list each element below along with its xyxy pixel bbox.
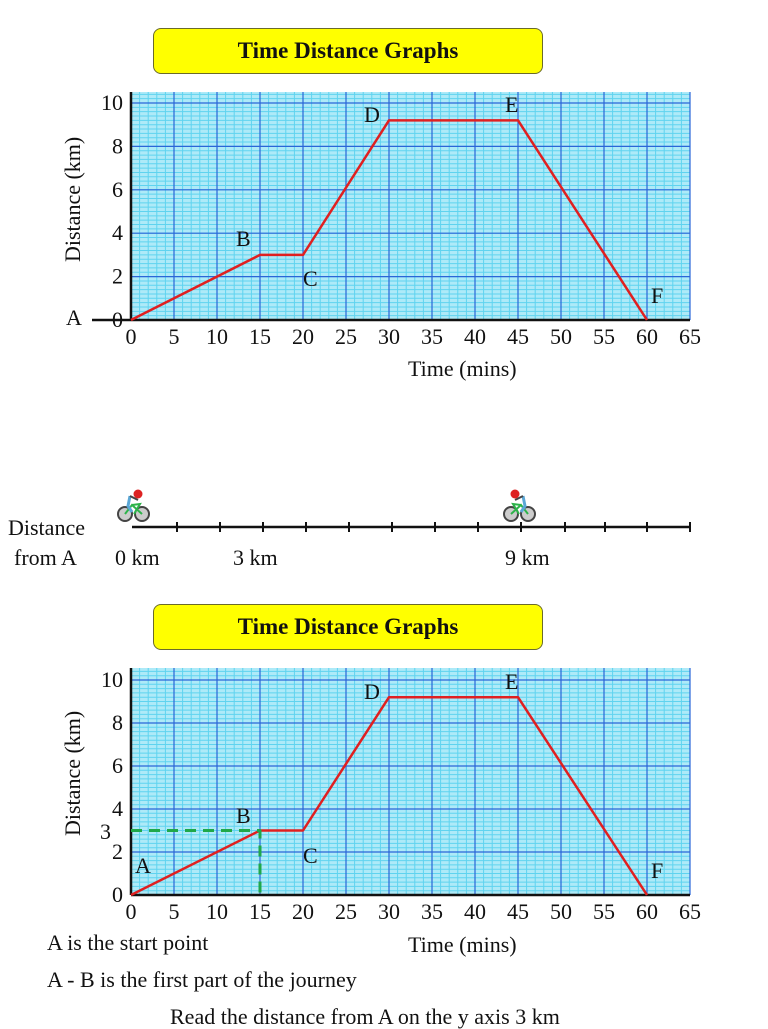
chart1-point-label-d: D [364, 102, 380, 127]
svg-text:0: 0 [112, 882, 123, 907]
chart1-x-axis-label: Time (mins) [408, 356, 517, 381]
number-line-label-line2: from A [14, 545, 77, 570]
svg-text:60: 60 [636, 324, 658, 349]
chart2-title: Time Distance Graphs [237, 614, 459, 639]
chart1: 0 5 10 15 20 25 30 35 40 45 50 55 60 65 0 2 4 6 8 10 Distan… [0, 0, 768, 400]
svg-text:6: 6 [112, 753, 123, 778]
svg-text:15: 15 [249, 324, 271, 349]
note-start-point: A is the start point [47, 930, 209, 955]
svg-text:4: 4 [112, 220, 123, 245]
chart1-point-label-e: E [505, 92, 519, 117]
svg-text:10: 10 [206, 899, 228, 924]
number-line-tick-9km: 9 km [505, 545, 550, 570]
svg-text:20: 20 [292, 324, 314, 349]
chart1-plot: 0 5 10 15 20 25 30 35 40 45 50 55 60 65 0 2 4 6 8 10 [92, 90, 701, 349]
svg-text:10: 10 [101, 90, 123, 115]
svg-text:8: 8 [112, 133, 123, 158]
svg-text:20: 20 [292, 899, 314, 924]
chart1-point-label-b: B [236, 226, 251, 251]
svg-text:15: 15 [249, 899, 271, 924]
svg-text:50: 50 [550, 899, 572, 924]
chart2-title-banner: Time Distance Graphs [153, 604, 543, 650]
svg-text:45: 45 [507, 324, 529, 349]
svg-text:0: 0 [112, 307, 123, 332]
svg-text:0: 0 [126, 899, 137, 924]
cyclist-icon [117, 489, 150, 522]
svg-text:10: 10 [101, 667, 123, 692]
chart1-point-label-f: F [651, 283, 664, 308]
svg-text:55: 55 [593, 899, 615, 924]
svg-text:25: 25 [335, 324, 357, 349]
chart1-point-label-c: C [303, 266, 318, 291]
chart1-y-axis-label: Distance (km) [60, 136, 85, 262]
svg-text:2: 2 [112, 839, 123, 864]
svg-text:40: 40 [464, 324, 486, 349]
svg-text:45: 45 [507, 899, 529, 924]
svg-text:8: 8 [112, 710, 123, 735]
svg-text:35: 35 [421, 899, 443, 924]
chart2-point-label-a: A [135, 853, 151, 878]
svg-text:35: 35 [421, 324, 443, 349]
svg-text:55: 55 [593, 324, 615, 349]
number-line-axis [117, 489, 691, 532]
cyclist-icon [503, 489, 536, 522]
note-read-distance: Read the distance from A on the y axis 3… [170, 1004, 560, 1029]
number-line-tick-3km: 3 km [233, 545, 278, 570]
chart1-title: Time Distance Graphs [237, 38, 459, 63]
chart2-point-label-c: C [303, 843, 318, 868]
chart2-point-label-e: E [505, 669, 519, 694]
svg-text:60: 60 [636, 899, 658, 924]
chart2-x-axis-label: Time (mins) [408, 932, 517, 957]
svg-text:10: 10 [206, 324, 228, 349]
svg-text:50: 50 [550, 324, 572, 349]
svg-text:30: 30 [378, 899, 400, 924]
svg-text:65: 65 [679, 899, 701, 924]
number-line-label-line1: Distance [8, 515, 85, 540]
svg-text:6: 6 [112, 177, 123, 202]
chart1-title-banner: Time Distance Graphs [153, 28, 543, 74]
svg-text:65: 65 [679, 324, 701, 349]
svg-text:25: 25 [335, 899, 357, 924]
chart2-point-label-f: F [651, 858, 664, 883]
svg-text:30: 30 [378, 324, 400, 349]
chart2-point-label-d: D [364, 679, 380, 704]
distance-number-line: Distance from A 0 km 3 km 9 km [0, 480, 768, 580]
svg-text:0: 0 [126, 324, 137, 349]
chart2: 0 5 10 15 20 25 30 35 40 45 50 55 60 65 0 2 4 6 8 10 Distan… [0, 576, 768, 956]
chart2-y-axis-label: Distance (km) [60, 710, 85, 836]
svg-text:4: 4 [112, 796, 123, 821]
chart2-point-label-b: B [236, 803, 251, 828]
number-line-tick-0km: 0 km [115, 545, 160, 570]
svg-text:5: 5 [169, 899, 180, 924]
svg-text:40: 40 [464, 899, 486, 924]
chart1-point-label-a: A [66, 305, 82, 330]
svg-text:5: 5 [169, 324, 180, 349]
chart2-reading-value: 3 [100, 819, 111, 844]
chart2-plot: 0 5 10 15 20 25 30 35 40 45 50 55 60 65 0 2 4 6 8 10 [101, 667, 701, 924]
svg-text:2: 2 [112, 264, 123, 289]
note-first-part: A - B is the first part of the journey [47, 967, 357, 992]
